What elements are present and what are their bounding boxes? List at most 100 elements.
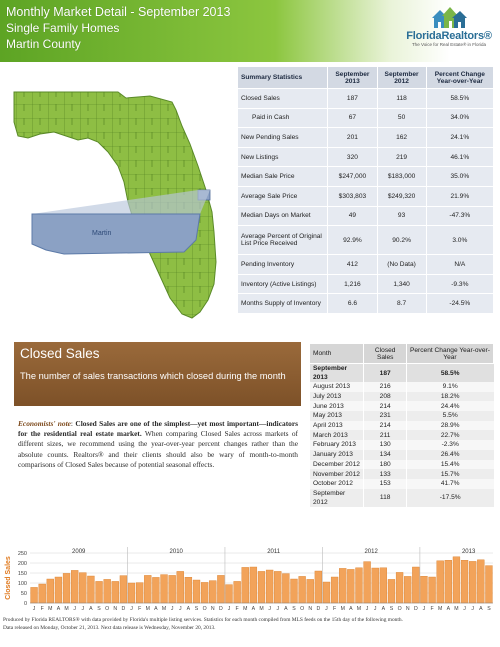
- bar: [127, 582, 136, 604]
- stat-change: -47.3%: [425, 205, 495, 227]
- closed-sales-chart: 0 50 100 150 200 250 2009 2010 2011 2012 2013 J F M A M…: [0, 545, 500, 612]
- x-tick-label: M: [162, 606, 166, 612]
- x-tick-label: F: [41, 606, 44, 612]
- month-sales: 134: [363, 449, 407, 460]
- stat-label: Median Sale Price: [236, 166, 329, 187]
- table-row: February 2013 130 -2.3%: [308, 440, 494, 450]
- x-tick-label: M: [48, 606, 52, 612]
- month-label: July 2013: [308, 391, 364, 402]
- stat-change: 3.0%: [425, 225, 495, 256]
- stat-prior: 1,340: [376, 273, 427, 295]
- stat-current: 92.9%: [327, 225, 378, 256]
- x-tick-label: D: [219, 606, 223, 612]
- bar: [217, 575, 225, 604]
- month-change: 24.4%: [405, 401, 494, 412]
- stat-current: 187: [327, 88, 378, 109]
- monthly-col-sales: Closed Sales: [363, 343, 407, 364]
- stat-label: Average Percent of Original List Price R…: [236, 225, 329, 256]
- stat-change: 46.1%: [425, 146, 495, 168]
- month-label: November 2012: [308, 469, 364, 479]
- table-row: Average Percent of Original List Price R…: [236, 225, 495, 256]
- month-change: 22.7%: [405, 430, 494, 441]
- bar: [225, 584, 233, 604]
- bar: [233, 581, 241, 604]
- x-tick-label: J: [374, 606, 377, 612]
- florida-county-map: Martin: [0, 62, 232, 332]
- bar: [103, 579, 111, 604]
- x-tick-label: M: [64, 606, 68, 612]
- bar: [30, 587, 38, 604]
- x-tick-label: F: [236, 606, 239, 612]
- bar: [428, 576, 436, 604]
- month-sales: 187: [363, 363, 407, 382]
- x-tick-label: D: [122, 606, 126, 612]
- bar: [339, 568, 347, 604]
- stat-label: Median Days on Market: [236, 205, 329, 227]
- stat-prior: 93: [376, 205, 427, 227]
- stat-label: Months Supply of Inventory: [236, 293, 329, 314]
- bar: [477, 559, 485, 604]
- stat-change: -24.5%: [425, 293, 495, 314]
- table-row: September 2012 118 -17.5%: [308, 488, 494, 507]
- summary-col-stat: Summary Statistics: [236, 66, 329, 89]
- x-tick-label: J: [423, 606, 426, 612]
- closed-sales-title: Closed Sales: [20, 346, 100, 361]
- x-tick-label: J: [366, 606, 369, 612]
- x-tick-label: M: [341, 606, 345, 612]
- bar: [469, 561, 477, 604]
- table-row: April 2013 214 28.9%: [308, 420, 494, 431]
- x-tick-label: A: [479, 606, 483, 612]
- month-label: September 2013: [308, 363, 364, 382]
- month-label: April 2013: [308, 420, 364, 431]
- x-tick-label: D: [414, 606, 418, 612]
- monthly-col-change: Percent Change Year-over-Year: [405, 343, 495, 364]
- x-tick-label: A: [89, 606, 93, 612]
- y-tick-label: 100: [18, 581, 27, 587]
- x-tick-label: S: [195, 606, 199, 612]
- stat-label: Inventory (Active Listings): [236, 273, 329, 295]
- x-tick-label: F: [333, 606, 336, 612]
- x-tick-label: A: [57, 606, 61, 612]
- x-tick-label: N: [113, 606, 117, 612]
- month-change: 41.7%: [405, 478, 494, 489]
- bar: [282, 573, 290, 604]
- bar: [306, 579, 314, 604]
- x-tick-label: J: [268, 606, 271, 612]
- stat-label: Average Sale Price: [236, 185, 329, 207]
- bar: [111, 581, 119, 604]
- table-row: June 2013 214 24.4%: [308, 401, 494, 412]
- x-tick-label: J: [130, 606, 133, 612]
- bar: [54, 576, 63, 604]
- x-tick-label: N: [308, 606, 312, 612]
- month-change: -2.3%: [405, 440, 494, 450]
- x-tick-label: A: [382, 606, 386, 612]
- bar: [371, 567, 379, 604]
- x-tick-label: D: [316, 606, 320, 612]
- table-row: Paid in Cash 67 50 34.0%: [236, 107, 495, 129]
- houses-icon: [432, 7, 467, 28]
- month-label: September 2012: [308, 488, 364, 507]
- bar: [290, 578, 298, 604]
- monthly-header-row: Month Closed Sales Percent Change Year-o…: [308, 343, 495, 364]
- x-tick-label: A: [284, 606, 288, 612]
- stat-change: 21.9%: [425, 185, 495, 207]
- month-sales: 208: [363, 391, 407, 402]
- month-label: May 2013: [308, 411, 364, 421]
- bar: [485, 565, 493, 604]
- year-label: 2010: [170, 549, 184, 555]
- month-label: December 2012: [308, 459, 364, 470]
- month-sales: 130: [363, 440, 407, 450]
- bar: [452, 556, 461, 604]
- monthly-closed-sales-table: Month Closed Sales Percent Change Year-o…: [308, 343, 495, 507]
- month-label: January 2013: [308, 449, 364, 460]
- y-tick-label: 200: [18, 561, 27, 567]
- y-tick-label: 50: [21, 591, 27, 597]
- bar: [119, 575, 128, 604]
- bar: [95, 581, 103, 604]
- month-change: 15.4%: [405, 459, 494, 470]
- table-row: July 2013 208 18.2%: [308, 391, 494, 402]
- x-tick-label: M: [454, 606, 458, 612]
- x-tick-label: M: [438, 606, 442, 612]
- stat-current: 6.6: [327, 293, 378, 314]
